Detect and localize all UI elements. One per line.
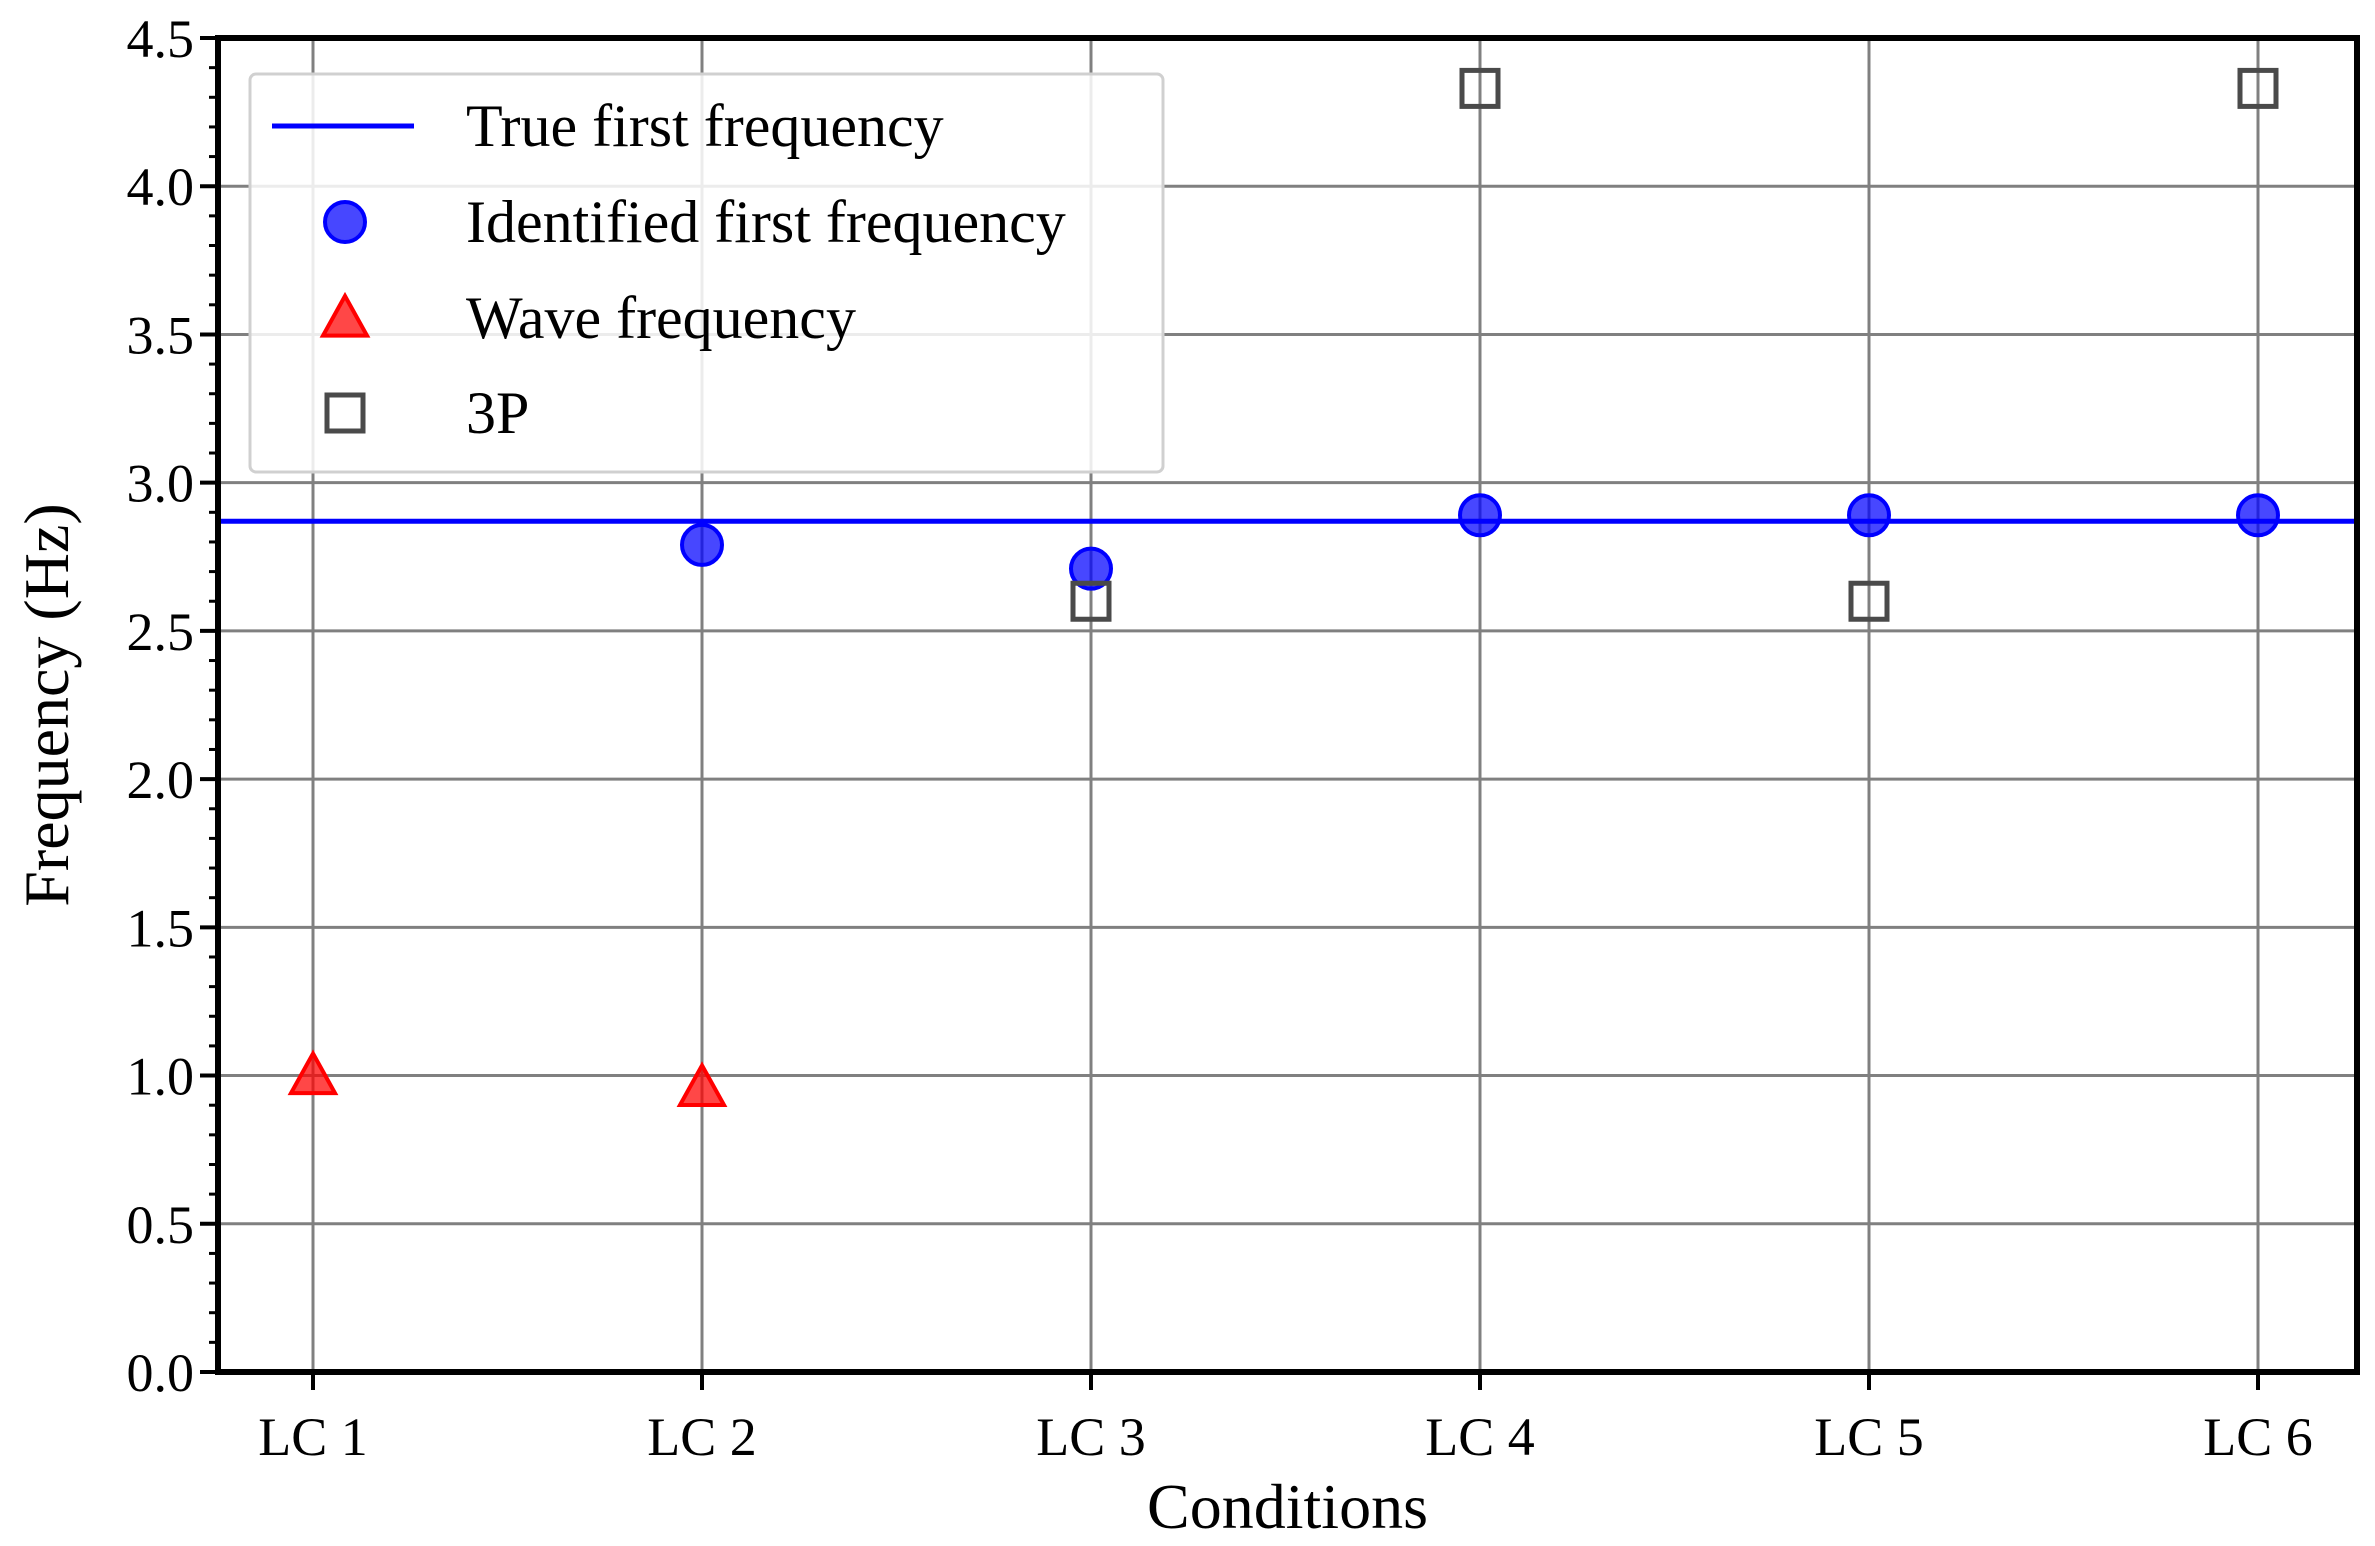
y-tick-label: 3.5 xyxy=(127,305,195,365)
legend-label: Identified first frequency xyxy=(466,189,1066,255)
identified-first-frequency-point xyxy=(2236,493,2280,538)
legend-box xyxy=(248,72,1165,474)
x-axis-label: Conditions xyxy=(1147,1471,1428,1542)
identified-first-frequency-point xyxy=(680,522,724,567)
wave-frequency-point xyxy=(287,1049,339,1096)
legend-item-true-first-frequency[interactable]: True first frequency xyxy=(272,93,944,159)
series-wave-frequency xyxy=(287,1049,728,1108)
x-tick-label: LC 6 xyxy=(2203,1407,2313,1467)
legend-item-3p[interactable]: 3P xyxy=(324,380,529,446)
3p-point xyxy=(1848,580,1890,622)
legend-item-identified-first-frequency[interactable]: Identified first frequency xyxy=(323,189,1066,255)
axes-frame xyxy=(215,35,2360,1375)
identified-first-frequency-point xyxy=(1458,493,1502,538)
series-3p xyxy=(1070,67,2279,622)
identified-first-frequency-point xyxy=(1847,493,1891,538)
x-tick-labels: LC 1 LC 2 LC 3 LC 4 LC 5 LC 6 xyxy=(258,1407,2313,1467)
x-tick-label: LC 4 xyxy=(1425,1407,1535,1467)
legend-label: 3P xyxy=(466,380,529,446)
y-tick-label: 3.0 xyxy=(127,454,195,514)
wave-frequency-point xyxy=(676,1061,728,1108)
x-tick-label: LC 5 xyxy=(1814,1407,1924,1467)
series-identified-first-frequency xyxy=(680,493,2280,591)
legend[interactable]: True first frequency Identified first fre… xyxy=(248,72,1165,474)
y-tick-label: 2.5 xyxy=(127,602,195,662)
x-tick-label: LC 3 xyxy=(1036,1407,1146,1467)
legend-circle-icon xyxy=(323,200,367,244)
x-tick-label: LC 1 xyxy=(258,1407,368,1467)
series-layer xyxy=(218,67,2357,1108)
legend-label: True first frequency xyxy=(466,93,944,159)
legend-label: Wave frequency xyxy=(466,285,856,351)
legend-triangle-icon xyxy=(319,291,371,338)
y-tick-label: 4.5 xyxy=(127,9,195,69)
y-tick-label: 0.5 xyxy=(127,1195,195,1255)
y-tick-label: 1.0 xyxy=(127,1047,195,1107)
3p-point xyxy=(1459,67,1501,109)
3p-point xyxy=(1070,580,1112,622)
3p-point xyxy=(2237,67,2279,109)
y-axis-label: Frequency (Hz) xyxy=(11,503,82,906)
x-tick-label: LC 2 xyxy=(647,1407,757,1467)
legend-square-icon xyxy=(324,392,366,434)
y-tick-label: 2.0 xyxy=(127,750,195,810)
y-tick-labels: 0.0 0.5 1.0 1.5 2.0 2.5 3.0 3.5 4.0 4.5 xyxy=(127,9,195,1403)
y-tick-label: 0.0 xyxy=(127,1343,195,1403)
y-tick-label: 4.0 xyxy=(127,157,195,217)
legend-item-wave-frequency[interactable]: Wave frequency xyxy=(319,285,856,351)
identified-first-frequency-point xyxy=(1069,546,1113,591)
y-tick-label: 1.5 xyxy=(127,898,195,958)
